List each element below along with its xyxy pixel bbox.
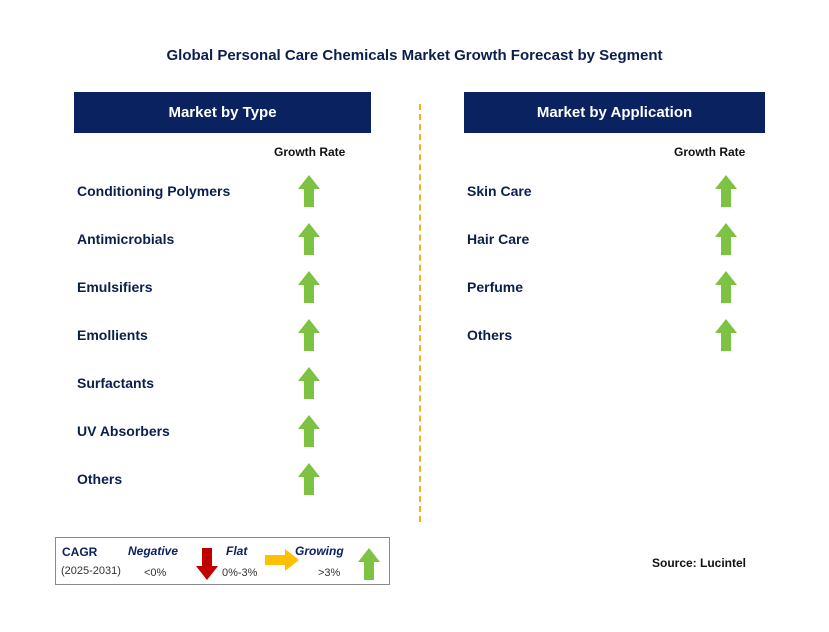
down-arrow-icon [196, 548, 218, 580]
application-panel-header: Market by Application [464, 92, 765, 133]
up-arrow-icon [298, 319, 320, 351]
type-panel-header: Market by Type [74, 92, 371, 133]
legend-negative-range: <0% [144, 567, 167, 579]
application-growth-rate-header: Growth Rate [674, 145, 746, 159]
row-label: Surfactants [77, 375, 155, 391]
legend-growing-label: Growing [295, 544, 344, 558]
up-arrow-icon [715, 271, 737, 303]
up-arrow-icon [715, 175, 737, 207]
up-arrow-icon [358, 548, 380, 580]
row-label: Hair Care [467, 231, 530, 247]
up-arrow-icon [298, 415, 320, 447]
type-growth-rate-header: Growth Rate [274, 145, 346, 159]
row-label: Conditioning Polymers [77, 183, 231, 199]
legend-negative-label: Negative [128, 544, 179, 558]
row-label: UV Absorbers [77, 423, 170, 439]
row-label: Skin Care [467, 183, 532, 199]
row-label: Others [77, 471, 123, 487]
up-arrow-icon [298, 223, 320, 255]
up-arrow-icon [298, 175, 320, 207]
row-label: Emulsifiers [77, 279, 153, 295]
legend-period: (2025-2031) [61, 565, 121, 577]
legend-growing-range: >3% [318, 567, 341, 579]
panel-divider [419, 104, 421, 522]
chart-title: Global Personal Care Chemicals Market Gr… [166, 47, 663, 64]
legend-flat-label: Flat [226, 544, 248, 558]
up-arrow-icon [715, 319, 737, 351]
up-arrow-icon [298, 463, 320, 495]
cagr-legend: CAGR (2025-2031) Negative <0% Flat 0%-3%… [55, 537, 390, 585]
row-label: Perfume [467, 279, 524, 295]
row-label: Antimicrobials [77, 231, 175, 247]
row-label: Emollients [77, 327, 148, 343]
up-arrow-icon [715, 223, 737, 255]
up-arrow-icon [298, 367, 320, 399]
up-arrow-icon [298, 271, 320, 303]
right-arrow-icon [265, 549, 299, 571]
source-note: Source: Lucintel [652, 556, 747, 570]
row-label: Others [467, 327, 513, 343]
legend-flat-range: 0%-3% [222, 567, 258, 579]
legend-cagr-label: CAGR [62, 545, 98, 559]
